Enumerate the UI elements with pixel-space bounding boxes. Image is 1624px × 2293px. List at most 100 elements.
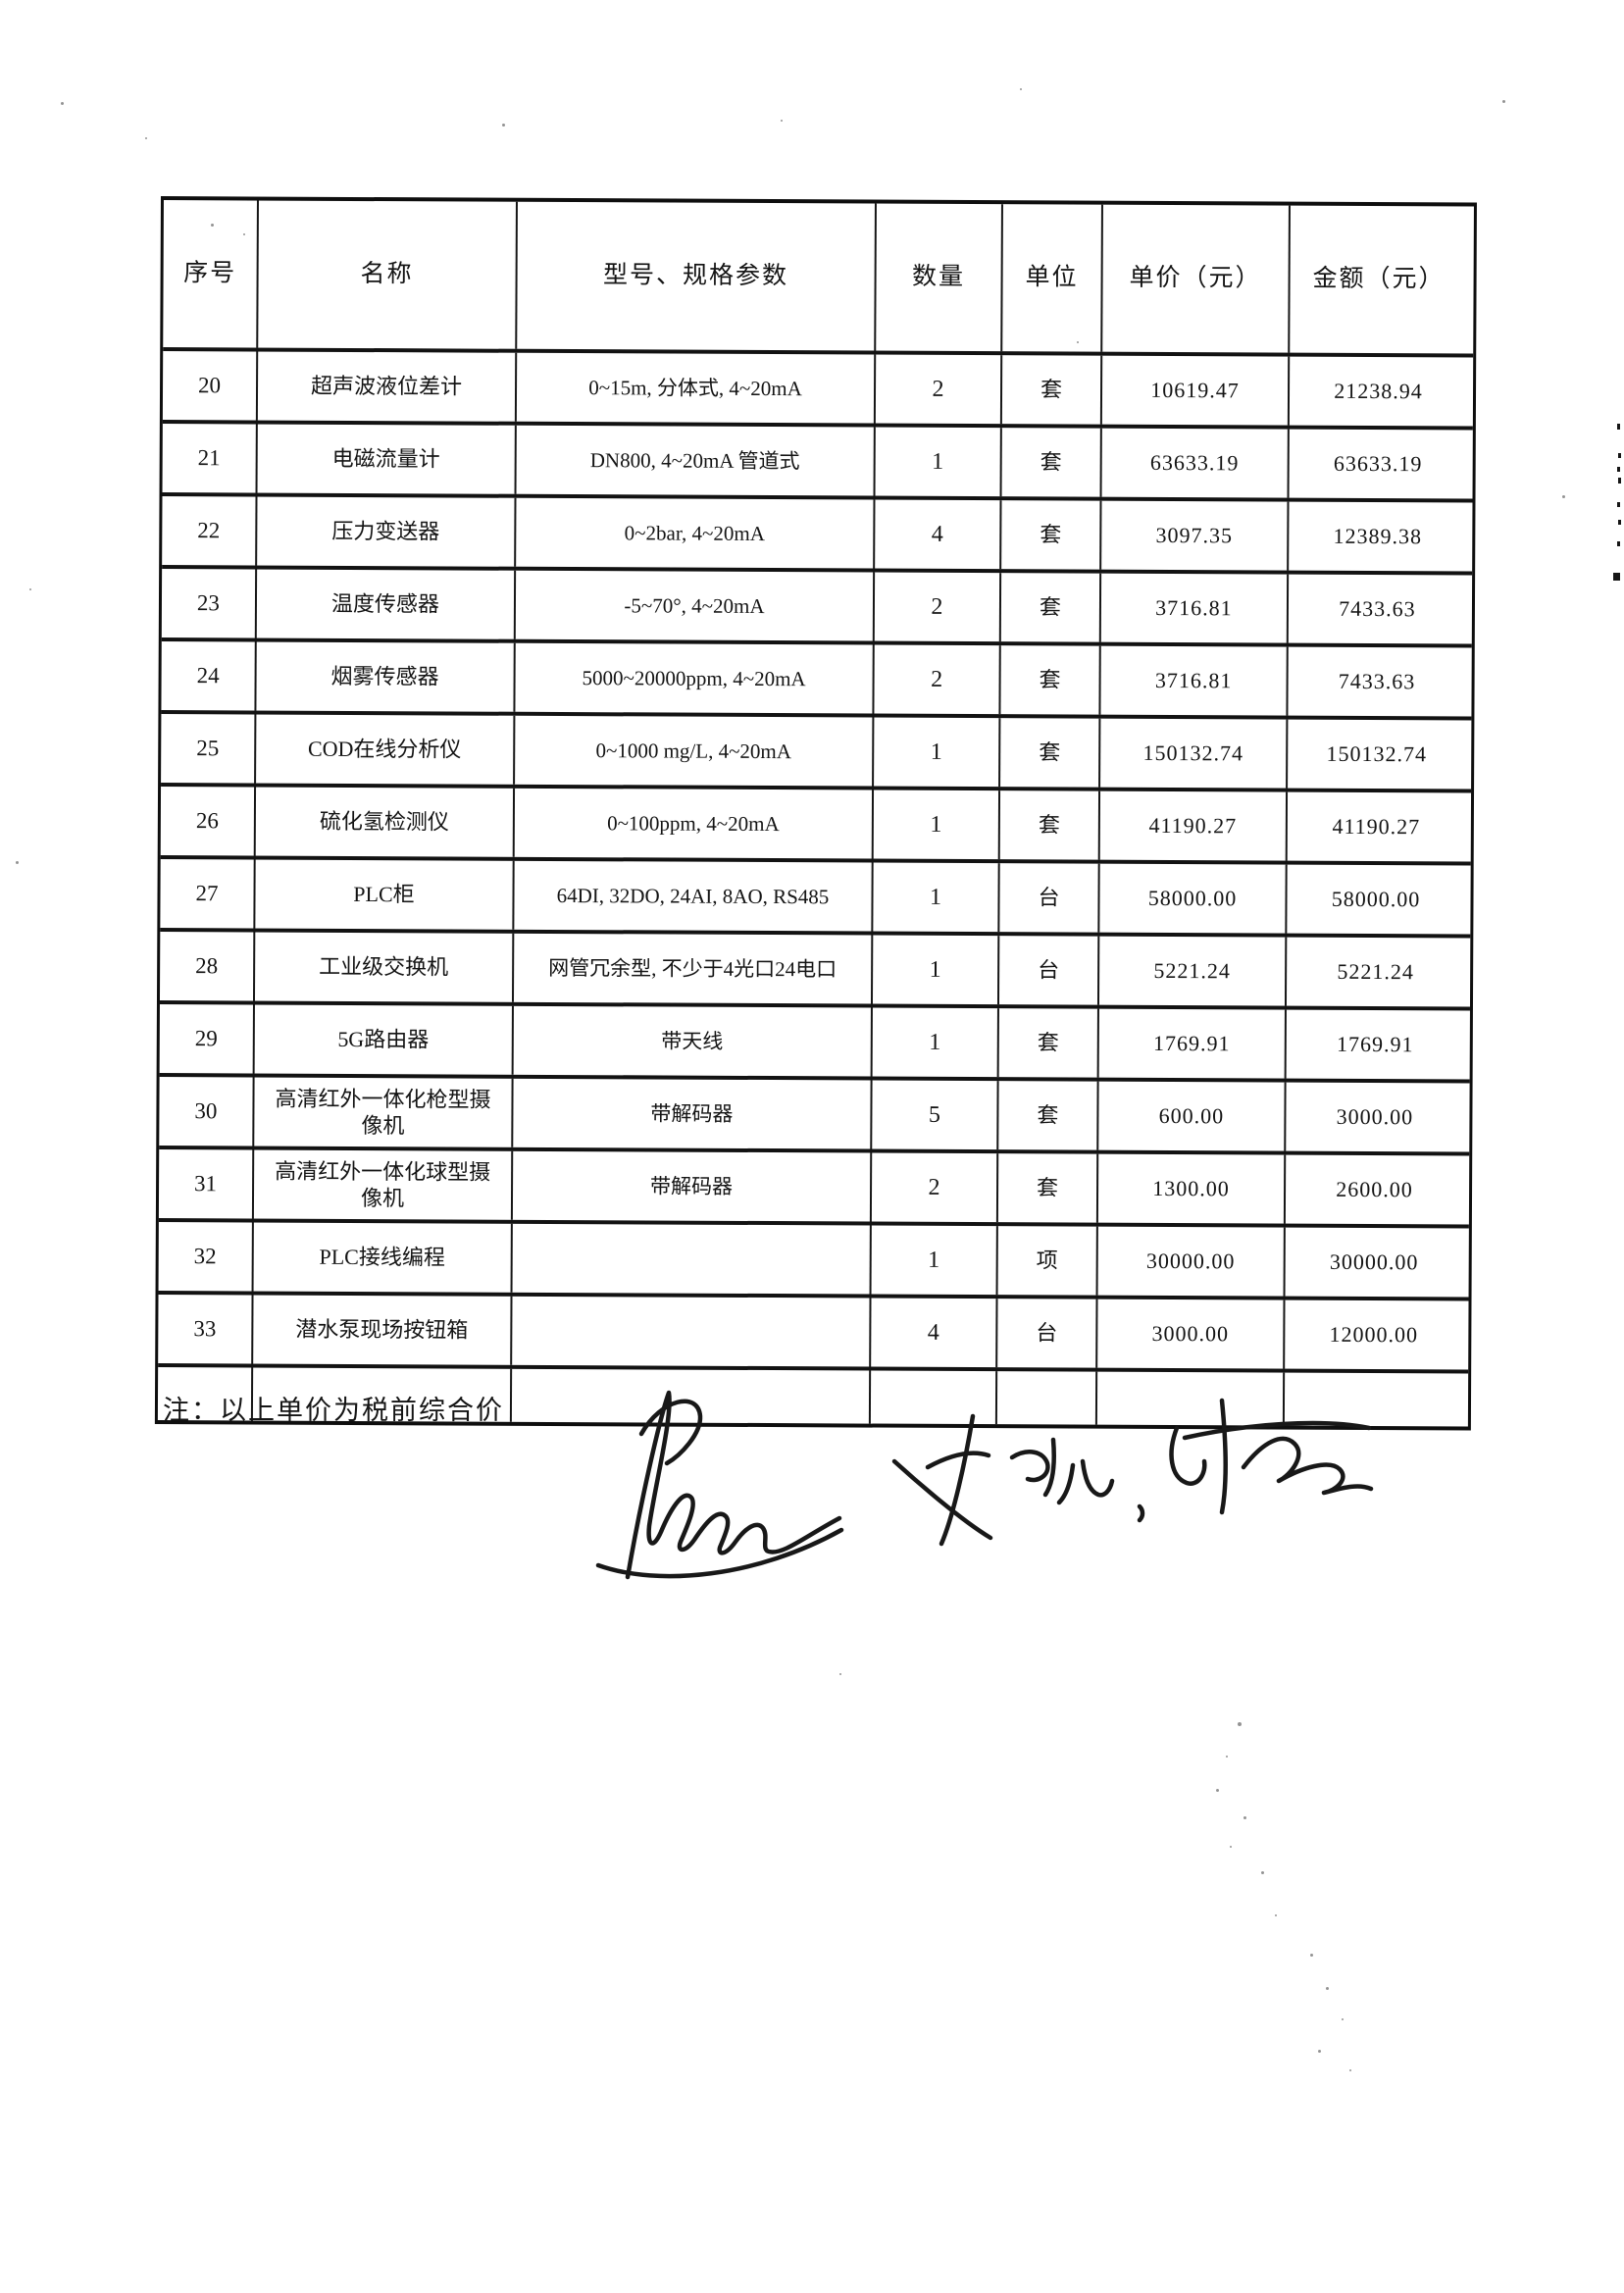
header-cell-2: 型号、规格参数 <box>517 201 877 351</box>
cell-no: 32 <box>158 1222 254 1292</box>
table-row: 20 超声波液位差计 0~15m, 分体式, 4~20mA 2 套 10619.47 212… <box>162 351 1474 431</box>
cell-qty: 1 <box>873 790 1001 860</box>
cell-no: 20 <box>162 351 259 421</box>
cell-spec: DN800, 4~20mA 管道式 <box>516 425 876 496</box>
cell-name: COD在线分析仪 <box>256 714 516 785</box>
cell-spec: -5~70°, 4~20mA <box>515 570 876 641</box>
cell-name: 压力变送器 <box>257 496 517 567</box>
table-header-row: 序号 名称 型号、规格参数 数量 单位 单价（元） 金额（元） <box>163 200 1474 358</box>
cell-qty: 2 <box>875 354 1003 425</box>
cell-qty: 2 <box>871 1152 999 1223</box>
header-cell-6: 金额（元） <box>1312 266 1446 293</box>
cell-no: 22 <box>162 496 258 566</box>
cell-qty: 4 <box>871 1298 998 1368</box>
cell-spec: 带天线 <box>513 1005 873 1077</box>
signature-2 <box>891 1413 1145 1547</box>
cell-qty: 5 <box>872 1080 999 1150</box>
cell-amount: 41190.27 <box>1332 814 1421 840</box>
cell-amount: 7433.63 <box>1339 596 1416 622</box>
cell-qty: 2 <box>874 572 1002 642</box>
cell-no: 28 <box>159 932 256 1001</box>
cell-price: 63633.19 <box>1101 428 1290 498</box>
cell-no: 33 <box>158 1295 254 1364</box>
table-row: 26 硫化氢检测仪 0~100ppm, 4~20mA 1 套 41190.27 41190.… <box>160 787 1472 866</box>
cell-amount: 1769.91 <box>1336 1032 1414 1057</box>
cell-amount: 12389.38 <box>1333 524 1423 549</box>
cell-name: 潜水泵现场按钮箱 <box>253 1295 513 1365</box>
cell-unit: 套 <box>998 1081 1099 1150</box>
cell-no: 25 <box>161 714 257 784</box>
cell-price: 1769.91 <box>1098 1008 1287 1079</box>
cell-spec: 64DI, 32DO, 24AI, 8AO, RS485 <box>514 860 874 932</box>
table-row: 24 烟雾传感器 5000~20000ppm, 4~20mA 2 套 3716.81 743… <box>161 641 1472 721</box>
cell-no: 26 <box>160 787 257 856</box>
cell-amount: 5221.24 <box>1337 959 1414 985</box>
cell-price: 600.00 <box>1098 1081 1287 1151</box>
cell-no: 23 <box>161 569 258 638</box>
cell-name: PLC柜 <box>255 859 515 930</box>
cell-name: 超声波液位差计 <box>257 351 518 422</box>
signature-1 <box>595 1390 844 1580</box>
cell-spec: 0~1000 mg/L, 4~20mA <box>515 715 875 787</box>
cell-amount: 2600.00 <box>1336 1177 1413 1202</box>
signature-3 <box>1169 1398 1374 1515</box>
cell-spec: 5000~20000ppm, 4~20mA <box>515 642 875 714</box>
cell-name: PLC接线编程 <box>253 1222 513 1293</box>
cell-amount: 7433.63 <box>1338 669 1416 694</box>
handwritten-signatures <box>549 1371 1393 1606</box>
cell-amount: 3000.00 <box>1336 1104 1414 1130</box>
table-row: 21 电磁流量计 DN800, 4~20mA 管道式 1 套 63633.19 63633.… <box>162 424 1473 503</box>
cell-name: 高清红外一体化球型摄像机 <box>253 1149 514 1220</box>
cell-qty: 1 <box>872 1007 999 1078</box>
cell-amount: 21238.94 <box>1334 379 1423 404</box>
cell-spec <box>512 1223 872 1295</box>
table-row: 32 PLC接线编程 1 项 30000.00 30000.00 <box>158 1222 1469 1301</box>
cell-unit: 台 <box>999 863 1100 933</box>
cell-name: 烟雾传感器 <box>256 641 516 712</box>
cell-qty: 1 <box>875 427 1002 497</box>
cell-unit: 套 <box>1001 500 1102 570</box>
cell-qty: 1 <box>874 717 1001 788</box>
cell-spec: 0~100ppm, 4~20mA <box>514 788 875 859</box>
cell-price: 3716.81 <box>1100 573 1290 643</box>
header-cell-4: 单位 <box>1002 204 1103 352</box>
cell-qty: 1 <box>871 1225 998 1296</box>
cell-price: 41190.27 <box>1099 790 1289 861</box>
cell-spec: 带解码器 <box>513 1078 873 1149</box>
table-row: 23 温度传感器 -5~70°, 4~20mA 2 套 3716.81 7433.63 <box>161 569 1473 648</box>
header-cell-1: 名称 <box>258 200 518 349</box>
cell-no: 29 <box>159 1004 255 1074</box>
cell-price: 150132.74 <box>1100 718 1289 789</box>
cell-unit: 套 <box>1001 428 1102 497</box>
cell-no: 27 <box>160 859 256 929</box>
table-row: 29 5G路由器 带天线 1 套 1769.91 1769.91 <box>159 1004 1470 1084</box>
cell-amount: 12000.00 <box>1329 1322 1419 1348</box>
cell-amount: 150132.74 <box>1326 741 1428 767</box>
cell-spec <box>512 1296 872 1367</box>
cell-name: 高清红外一体化枪型摄像机 <box>254 1077 514 1147</box>
cell-no: 31 <box>158 1149 255 1219</box>
cell-qty: 4 <box>875 499 1002 570</box>
cell-price: 5221.24 <box>1098 936 1288 1006</box>
cell-qty: 2 <box>874 644 1001 715</box>
cell-unit: 台 <box>998 936 1100 1005</box>
table-row: 28 工业级交换机 网管冗余型, 不少于4光口24电口 1 台 5221.24 5221.2… <box>159 932 1471 1011</box>
cell-amount: 58000.00 <box>1331 887 1421 912</box>
cell-amount: 63633.19 <box>1333 451 1423 477</box>
cell-name: 5G路由器 <box>254 1004 514 1075</box>
cell-amount: 30000.00 <box>1329 1249 1419 1275</box>
table-row: 25 COD在线分析仪 0~1000 mg/L, 4~20mA 1 套 150132.74… <box>161 714 1472 793</box>
cell-price: 3097.35 <box>1101 500 1290 571</box>
cell-unit: 项 <box>997 1226 1098 1296</box>
cell-unit: 套 <box>998 1008 1099 1078</box>
cell-unit: 套 <box>999 790 1101 860</box>
cell-unit: 台 <box>997 1299 1098 1368</box>
cell-spec: 0~2bar, 4~20mA <box>516 497 876 569</box>
cell-price: 3716.81 <box>1100 645 1289 716</box>
cell-unit: 套 <box>1000 645 1101 715</box>
cell-name: 硫化氢检测仪 <box>255 787 516 857</box>
cell-price: 3000.00 <box>1097 1299 1286 1369</box>
cell-qty: 1 <box>873 862 1000 933</box>
cell-name: 电磁流量计 <box>257 424 517 494</box>
header-cell-0: 序号 <box>163 200 259 348</box>
